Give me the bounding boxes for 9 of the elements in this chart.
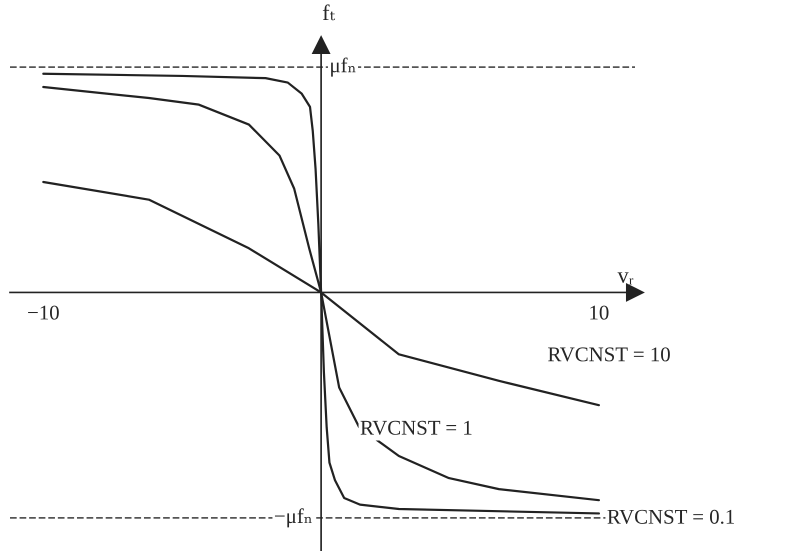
x-tick-label: 10: [590, 306, 609, 320]
y-axis-title: fₜ: [322, 4, 336, 20]
ref-line-label: −μfₙ: [274, 508, 312, 528]
x-axis-title: vᵣ: [618, 272, 634, 285]
ref-line-label: μfₙ: [331, 58, 356, 77]
x-tick-label: −10: [28, 306, 59, 320]
annotation: RVCNST = 0.1: [607, 510, 734, 524]
annotation: RVCNST = 1: [360, 420, 472, 435]
annotation: RVCNST = 10: [548, 347, 670, 362]
